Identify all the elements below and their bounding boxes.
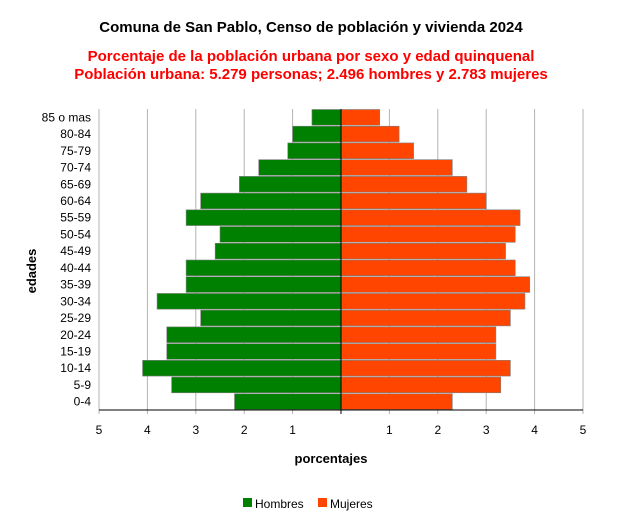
bar-mujeres xyxy=(340,159,453,176)
legend-swatch-hombres xyxy=(243,498,252,507)
bar-hombres xyxy=(166,343,342,360)
category-label: 85 o mas xyxy=(42,110,91,124)
bar-mujeres xyxy=(340,125,400,143)
bars-group xyxy=(142,109,531,410)
category-label: 75-79 xyxy=(60,144,91,158)
x-tick-label: 2 xyxy=(434,423,441,437)
bar-hombres xyxy=(166,326,342,343)
x-tick-label: 5 xyxy=(96,423,103,437)
x-axis-label: porcentajes xyxy=(295,451,368,466)
bar-hombres xyxy=(171,376,342,394)
bar-hombres xyxy=(185,276,342,293)
legend-label-hombres: Hombres xyxy=(255,497,304,511)
bar-mujeres xyxy=(340,176,468,193)
bar-hombres xyxy=(142,360,342,377)
category-label: 50-54 xyxy=(60,227,91,241)
chart-title: Comuna de San Pablo, Censo de población … xyxy=(99,19,523,36)
x-tick-label: 4 xyxy=(144,423,151,437)
bar-mujeres xyxy=(340,226,516,243)
x-tick-label: 2 xyxy=(241,423,248,437)
bar-mujeres xyxy=(340,142,414,159)
bar-hombres xyxy=(258,159,342,176)
category-label: 55-59 xyxy=(60,211,91,225)
category-label: 65-69 xyxy=(60,177,91,191)
category-labels: 85 o mas 80-84 75-79 70-74 65-69 60-64 55-59 50… xyxy=(42,110,92,408)
chart-subtitle-line-2: Población urbana: 5.279 personas; 2.496 … xyxy=(74,66,548,83)
category-label: 40-44 xyxy=(60,261,91,275)
x-tick-label: 5 xyxy=(580,423,587,437)
legend-swatch-mujeres xyxy=(318,498,327,507)
bar-hombres xyxy=(156,293,342,310)
bar-hombres xyxy=(200,192,342,210)
x-tick-label: 1 xyxy=(386,423,393,437)
x-tick-labels: 5 4 3 2 1 1 2 3 4 5 xyxy=(96,423,587,437)
bar-mujeres xyxy=(340,242,506,260)
chart-subtitle-line-1: Porcentaje de la población urbana por se… xyxy=(88,48,535,65)
category-label: 80-84 xyxy=(60,127,91,141)
bar-mujeres xyxy=(340,276,531,293)
bar-hombres xyxy=(185,259,342,277)
legend: Hombres Mujeres xyxy=(243,497,373,511)
category-label: 70-74 xyxy=(60,161,91,175)
bar-mujeres xyxy=(340,376,502,394)
bar-mujeres xyxy=(340,360,511,377)
bar-hombres xyxy=(200,309,342,327)
y-axis-label: edades xyxy=(24,249,39,294)
bar-hombres xyxy=(185,209,342,226)
bar-hombres xyxy=(214,242,342,260)
category-label: 30-34 xyxy=(60,294,91,308)
bar-mujeres xyxy=(340,109,381,126)
category-label: 5-9 xyxy=(74,378,92,392)
x-tick-label: 3 xyxy=(192,423,199,437)
x-tick-label: 4 xyxy=(531,423,538,437)
category-label: 35-39 xyxy=(60,278,91,292)
x-tick-label: 3 xyxy=(483,423,490,437)
bar-hombres xyxy=(311,109,342,126)
bar-hombres xyxy=(219,226,342,243)
category-label: 10-14 xyxy=(60,361,91,375)
bar-mujeres xyxy=(340,326,497,343)
bar-mujeres xyxy=(340,209,521,226)
bar-hombres xyxy=(234,393,342,410)
category-label: 25-29 xyxy=(60,311,91,325)
bar-hombres xyxy=(292,125,342,143)
bar-mujeres xyxy=(340,343,497,360)
bar-mujeres xyxy=(340,192,487,210)
bar-mujeres xyxy=(340,259,516,277)
bar-mujeres xyxy=(340,309,511,327)
bar-hombres xyxy=(287,142,342,159)
category-label: 0-4 xyxy=(74,395,92,409)
bar-hombres xyxy=(239,176,342,193)
bar-mujeres xyxy=(340,293,526,310)
category-label: 20-24 xyxy=(60,328,91,342)
category-label: 15-19 xyxy=(60,344,91,358)
legend-label-mujeres: Mujeres xyxy=(330,497,373,511)
x-tick-label: 1 xyxy=(289,423,296,437)
category-label: 60-64 xyxy=(60,194,91,208)
bar-mujeres xyxy=(340,393,453,410)
category-label: 45-49 xyxy=(60,244,91,258)
